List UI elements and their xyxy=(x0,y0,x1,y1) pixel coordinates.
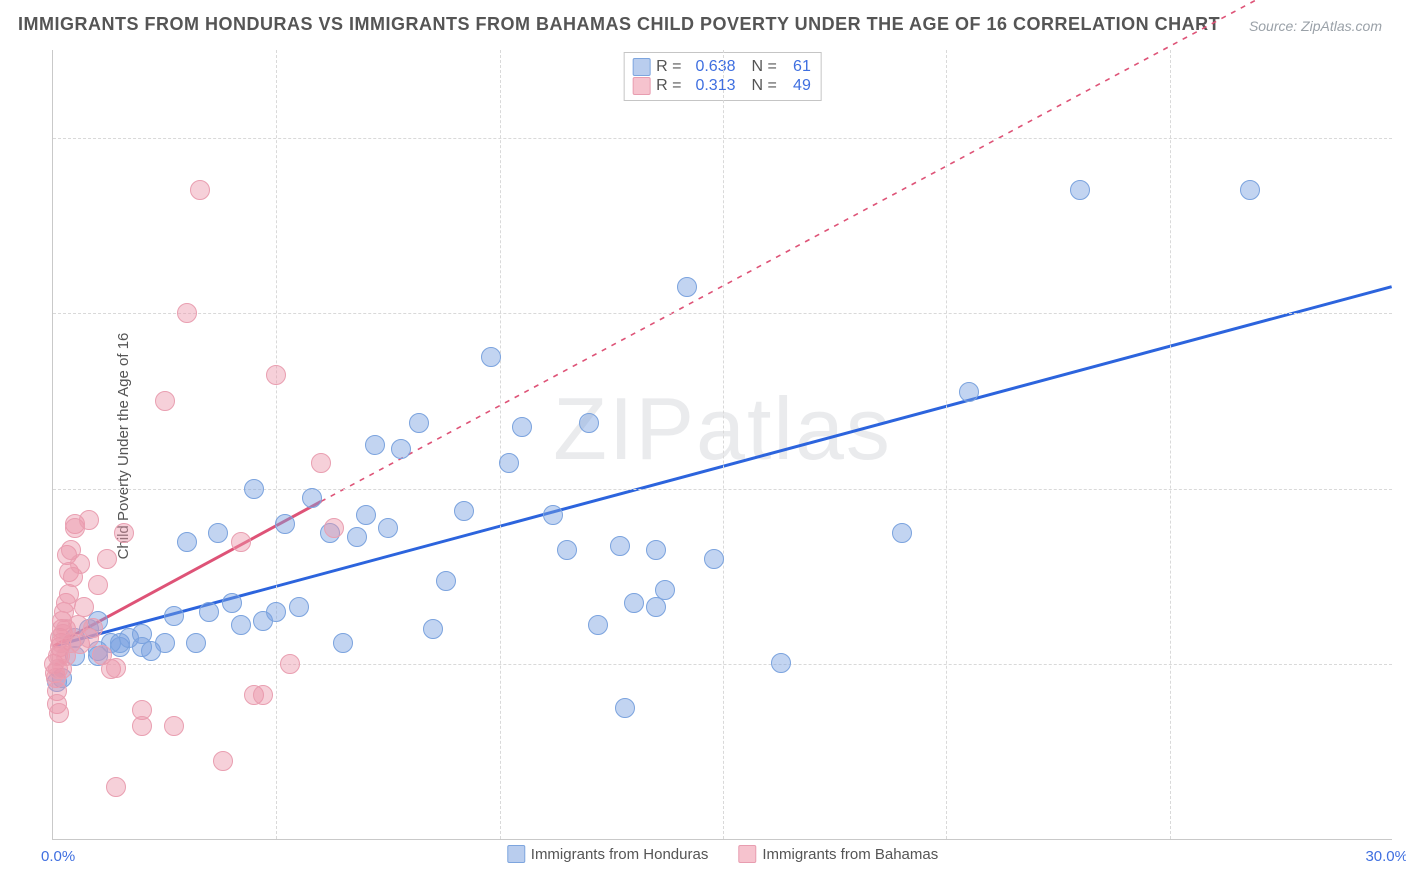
data-point xyxy=(512,417,532,437)
stats-row: R = 0.313 N = 49 xyxy=(632,77,811,95)
data-point xyxy=(83,618,103,638)
legend-swatch xyxy=(738,845,756,863)
data-point xyxy=(481,347,501,367)
ytick-label: 60.0% xyxy=(1396,305,1406,322)
data-point xyxy=(208,523,228,543)
data-point xyxy=(155,391,175,411)
data-point xyxy=(190,180,210,200)
xtick-label: 30.0% xyxy=(1365,848,1406,865)
data-point xyxy=(454,501,474,521)
data-point xyxy=(186,633,206,653)
data-point xyxy=(74,597,94,617)
data-point xyxy=(324,518,344,538)
data-point xyxy=(266,602,286,622)
stats-r-value: 0.313 xyxy=(688,77,736,95)
legend-label: Immigrants from Honduras xyxy=(531,846,709,863)
data-point xyxy=(106,658,126,678)
data-point xyxy=(588,615,608,635)
data-point xyxy=(289,597,309,617)
legend-swatch xyxy=(507,845,525,863)
ytick-label: 20.0% xyxy=(1396,656,1406,673)
data-point xyxy=(356,505,376,525)
data-point xyxy=(177,532,197,552)
ytick-label: 40.0% xyxy=(1396,480,1406,497)
data-point xyxy=(646,540,666,560)
data-point xyxy=(253,685,273,705)
stats-n-label: N = xyxy=(752,58,777,76)
data-point xyxy=(177,303,197,323)
data-point xyxy=(610,536,630,556)
data-point xyxy=(213,751,233,771)
data-point xyxy=(132,716,152,736)
data-point xyxy=(959,382,979,402)
data-point xyxy=(155,633,175,653)
data-point xyxy=(266,365,286,385)
data-point xyxy=(543,505,563,525)
bottom-legend: Immigrants from Honduras Immigrants from … xyxy=(507,845,938,863)
gridline-v xyxy=(1170,50,1171,839)
correlation-chart: IMMIGRANTS FROM HONDURAS VS IMMIGRANTS F… xyxy=(0,0,1406,892)
data-point xyxy=(164,716,184,736)
plot-area: ZIPatlas R =0.638N =61R =0.313N =49 Immi… xyxy=(52,50,1392,840)
data-point xyxy=(391,439,411,459)
stats-r-label: R = xyxy=(656,58,681,76)
data-point xyxy=(222,593,242,613)
stats-r-value: 0.638 xyxy=(688,58,736,76)
data-point xyxy=(231,532,251,552)
data-point xyxy=(771,653,791,673)
data-point xyxy=(302,488,322,508)
gridline-v xyxy=(723,50,724,839)
data-point xyxy=(70,554,90,574)
data-point xyxy=(557,540,577,560)
data-point xyxy=(106,777,126,797)
data-point xyxy=(499,453,519,473)
legend-item: Immigrants from Honduras xyxy=(507,845,709,863)
data-point xyxy=(333,633,353,653)
stats-row: R = 0.638 N = 61 xyxy=(632,58,811,76)
data-point xyxy=(164,606,184,626)
data-point xyxy=(114,523,134,543)
legend-swatch xyxy=(632,58,650,76)
data-point xyxy=(646,597,666,617)
data-point xyxy=(311,453,331,473)
xtick-label: 0.0% xyxy=(41,848,75,865)
data-point xyxy=(97,549,117,569)
data-point xyxy=(624,593,644,613)
gridline-v xyxy=(500,50,501,839)
data-point xyxy=(49,703,69,723)
data-point xyxy=(231,615,251,635)
data-point xyxy=(244,479,264,499)
data-point xyxy=(79,510,99,530)
legend-item: Immigrants from Bahamas xyxy=(738,845,938,863)
data-point xyxy=(280,654,300,674)
data-point xyxy=(365,435,385,455)
data-point xyxy=(1240,180,1260,200)
ytick-label: 80.0% xyxy=(1396,129,1406,146)
source-label: Source: ZipAtlas.com xyxy=(1249,18,1382,34)
data-point xyxy=(677,277,697,297)
stats-n-value: 49 xyxy=(783,77,811,95)
data-point xyxy=(275,514,295,534)
stats-n-value: 61 xyxy=(783,58,811,76)
data-point xyxy=(704,549,724,569)
data-point xyxy=(436,571,456,591)
gridline-v xyxy=(946,50,947,839)
data-point xyxy=(409,413,429,433)
legend-label: Immigrants from Bahamas xyxy=(762,846,938,863)
gridline-v xyxy=(276,50,277,839)
data-point xyxy=(1070,180,1090,200)
data-point xyxy=(88,575,108,595)
data-point xyxy=(423,619,443,639)
data-point xyxy=(892,523,912,543)
data-point xyxy=(347,527,367,547)
data-point xyxy=(615,698,635,718)
legend-swatch xyxy=(632,77,650,95)
data-point xyxy=(378,518,398,538)
data-point xyxy=(579,413,599,433)
chart-title: IMMIGRANTS FROM HONDURAS VS IMMIGRANTS F… xyxy=(18,14,1220,35)
stats-r-label: R = xyxy=(656,77,681,95)
data-point xyxy=(199,602,219,622)
stats-n-label: N = xyxy=(752,77,777,95)
